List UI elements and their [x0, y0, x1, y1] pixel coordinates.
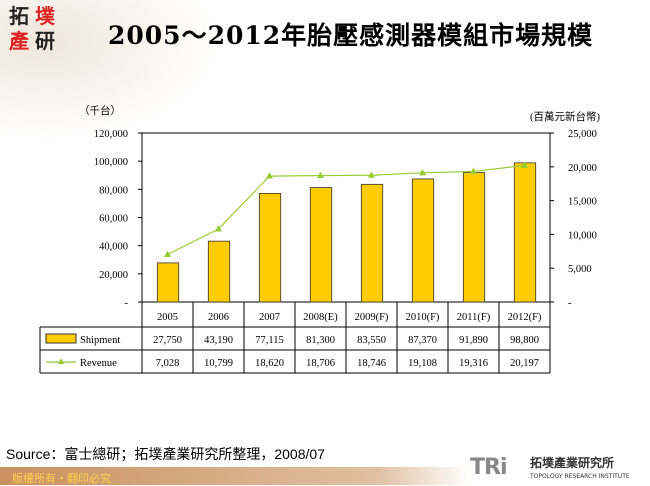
- revenue-value: 10,799: [204, 358, 233, 369]
- revenue-marker: [164, 250, 171, 257]
- bar-shipment: [360, 183, 384, 303]
- legend-shipment-label: Shipment: [80, 335, 120, 346]
- left-tick-label: -: [125, 298, 129, 309]
- category-label: 2008(E): [303, 312, 338, 323]
- right-tick-label: 25,000: [568, 129, 597, 140]
- logo-char: 產: [9, 29, 29, 53]
- revenue-marker: [317, 171, 324, 179]
- copyright: 版權所有・翻印必究: [12, 472, 111, 485]
- shipment-value: 43,190: [204, 335, 233, 346]
- bar-shipment: [513, 162, 537, 303]
- left-tick-label: 120,000: [94, 129, 128, 140]
- category-label: 2012(F): [508, 312, 542, 323]
- left-axis-label: （千台）: [79, 104, 121, 117]
- revenue-value: 18,746: [357, 358, 386, 369]
- legend-revenue-label: Revenue: [80, 358, 117, 369]
- bar-shipment: [309, 187, 333, 303]
- background-map: [0, 0, 220, 140]
- revenue-value: 18,620: [255, 358, 284, 369]
- revenue-marker: [521, 161, 528, 168]
- shipment-value: 98,800: [510, 335, 539, 346]
- right-tick-label: 10,000: [568, 230, 597, 241]
- right-axis-label: (百萬元新台幣): [530, 110, 600, 123]
- bar-shipment: [462, 172, 486, 303]
- plot-area: [141, 132, 551, 303]
- right-tick-label: 5,000: [568, 264, 592, 275]
- revenue-marker: [470, 167, 477, 174]
- bar-shipment: [411, 178, 435, 303]
- right-tick-label: 15,000: [568, 197, 597, 208]
- category-label: 2010(F): [406, 312, 440, 323]
- shipment-value: 77,115: [255, 335, 284, 346]
- logo-char: 拓: [9, 4, 29, 28]
- brand-cn: 拓墣產業研究所: [530, 456, 615, 470]
- logo-char: 研: [35, 29, 55, 53]
- category-label: 2007: [259, 312, 280, 323]
- category-label: 2005: [157, 312, 178, 323]
- tri-brand-logo: TRi 拓墣產業研究所 TOPOLOGY RESEARCH INSTITUTE: [470, 455, 645, 485]
- brand-mark: TRi: [470, 455, 507, 480]
- left-tick-label: 100,000: [94, 157, 128, 168]
- shipment-value: 81,300: [306, 335, 335, 346]
- legend-shipment-swatch: [45, 333, 77, 344]
- right-tick-label: 20,000: [568, 163, 597, 174]
- revenue-marker: [368, 171, 375, 178]
- brand-en: TOPOLOGY RESEARCH INSTITUTE: [530, 473, 630, 480]
- line-revenue: [167, 164, 525, 256]
- right-tick-label: -: [568, 298, 572, 309]
- revenue-value: 7,028: [156, 358, 180, 369]
- revenue-marker: [419, 168, 426, 176]
- shipment-value: 91,890: [459, 335, 488, 346]
- bar-shipment: [258, 192, 282, 303]
- category-label: 2011(F): [457, 312, 491, 323]
- left-tick-label: 20,000: [99, 270, 128, 281]
- logo-char: 墣: [35, 4, 55, 28]
- revenue-value: 19,108: [408, 358, 437, 369]
- category-label: 2009(F): [355, 312, 389, 323]
- left-tick-label: 40,000: [99, 242, 128, 253]
- revenue-value: 20,197: [510, 358, 539, 369]
- legend-revenue-marker: [58, 358, 64, 364]
- category-label: 2006: [208, 312, 229, 323]
- footer-bar: [0, 467, 470, 485]
- source-note: Source：富士總研；拓墣產業研究所整理，2008/07: [6, 446, 325, 462]
- bar-shipment: [156, 262, 180, 303]
- revenue-marker: [266, 172, 273, 179]
- left-tick-label: 80,000: [99, 185, 128, 196]
- revenue-value: 19,316: [459, 358, 488, 369]
- tri-logo: 拓墣產研: [6, 4, 61, 59]
- shipment-value: 27,750: [153, 335, 182, 346]
- left-tick-label: 60,000: [99, 214, 128, 225]
- page-title: 2005～2012年胎壓感測器模組市場規模: [108, 21, 594, 50]
- revenue-value: 18,706: [306, 358, 335, 369]
- shipment-value: 87,370: [408, 335, 437, 346]
- shipment-value: 83,550: [357, 335, 386, 346]
- bar-shipment: [207, 240, 231, 303]
- revenue-marker: [215, 224, 222, 232]
